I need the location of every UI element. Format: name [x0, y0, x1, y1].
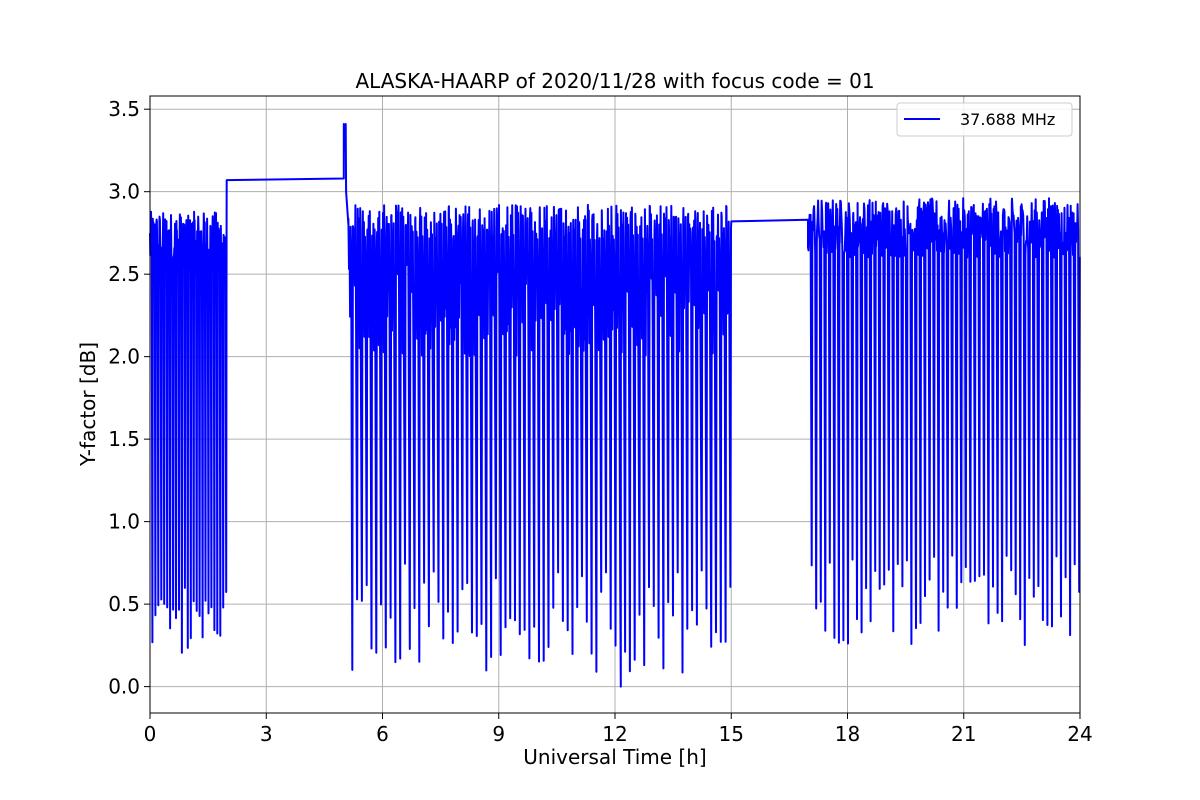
- x-axis-label: Universal Time [h]: [523, 745, 706, 769]
- y-tick-label: 3.5: [108, 97, 140, 121]
- x-tick-label: 15: [719, 722, 744, 746]
- x-tick-label: 12: [602, 722, 627, 746]
- x-tick-label: 21: [951, 722, 976, 746]
- x-tick-label: 3: [260, 722, 273, 746]
- y-tick-label: 0.5: [108, 592, 140, 616]
- x-tick-label: 24: [1067, 722, 1092, 746]
- y-tick-label: 3.0: [108, 180, 140, 204]
- legend: 37.688 MHz: [896, 102, 1073, 137]
- legend-box: [896, 102, 1073, 137]
- y-axis-label: Y-factor [dB]: [76, 342, 100, 467]
- legend-entry-37688-mhz: 37.688 MHz: [960, 110, 1055, 129]
- series-37688-mhz: [149, 123, 1081, 688]
- y-tick-label: 1.0: [108, 510, 140, 534]
- x-tick-label: 9: [492, 722, 505, 746]
- chart-title: ALASKA-HAARP of 2020/11/28 with focus co…: [355, 69, 874, 93]
- series-line-37688-mhz: [149, 123, 1081, 688]
- x-axis-ticks: 0 3 6 9 12 15 18 21 24: [144, 713, 1093, 746]
- x-tick-label: 0: [144, 722, 157, 746]
- y-tick-label: 2.0: [108, 345, 140, 369]
- y-tick-label: 1.5: [108, 427, 140, 451]
- x-tick-label: 18: [835, 722, 860, 746]
- x-tick-label: 6: [376, 722, 389, 746]
- y-tick-label: 2.5: [108, 262, 140, 286]
- y-tick-label: 0.0: [108, 675, 140, 699]
- y-axis-ticks: 0.0 0.5 1.0 1.5 2.0 2.5 3.0 3.5: [108, 97, 150, 699]
